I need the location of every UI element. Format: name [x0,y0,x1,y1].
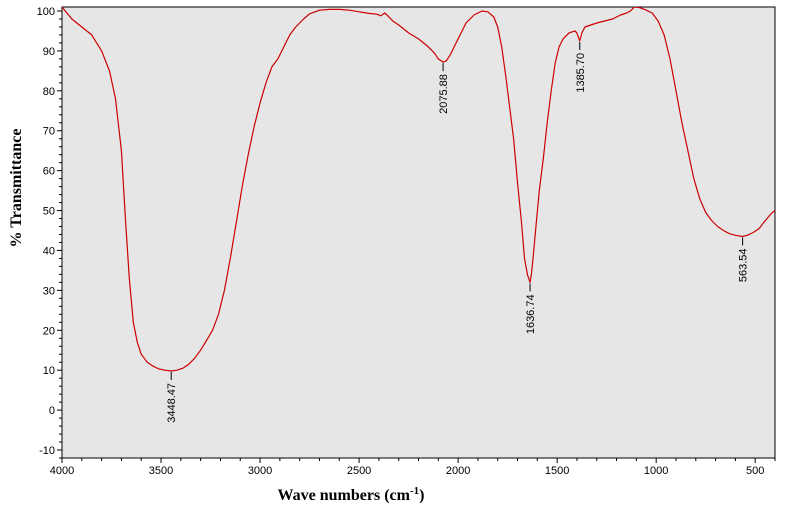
x-tick-label: 1500 [545,465,569,477]
peak-label: 563.54 [738,249,750,283]
y-tick-label: -10 [39,445,55,457]
x-axis-title-close: ) [419,487,424,504]
y-tick-label: 50 [43,206,55,218]
peak-label: 1385.70 [575,53,587,93]
y-tick-label: 40 [43,245,55,257]
x-tick-label: 2000 [446,465,470,477]
x-axis-title-superscript: -1 [410,485,419,497]
x-tick-label: 2500 [347,465,371,477]
peak-label: 1636.74 [525,294,537,334]
y-tick-label: 10 [43,365,55,377]
plot-background [61,6,776,459]
annotation-layer: 3448.47 2075.88 1636.74 1385.70 563.54 [166,41,750,423]
x-axis-title: Wave numbers (cm-1) [278,485,425,504]
x-tick-label: 4000 [50,465,74,477]
peak-label: 3448.47 [166,383,178,423]
y-tick-label: 0 [49,405,55,417]
y-tick-label: 100 [37,6,55,18]
x-tick-label: 3500 [149,465,173,477]
y-tick-label: 70 [43,126,55,138]
peak-label: 2075.88 [438,74,450,114]
y-axis-title: % Transmittance [8,129,25,248]
series-layer [62,7,775,372]
y-tick-label: 60 [43,166,55,178]
x-tick-label: 3000 [248,465,272,477]
x-tick-label: 500 [746,465,764,477]
y-tick-label: 90 [43,46,55,58]
x-axis: 4000 3500 3000 2500 2000 1500 1000 500 [50,458,776,477]
x-tick-label: 1000 [644,465,668,477]
y-tick-label: 80 [43,86,55,98]
y-tick-label: 20 [43,325,55,337]
y-tick-label: 30 [43,285,55,297]
spectrum-line [62,7,775,372]
